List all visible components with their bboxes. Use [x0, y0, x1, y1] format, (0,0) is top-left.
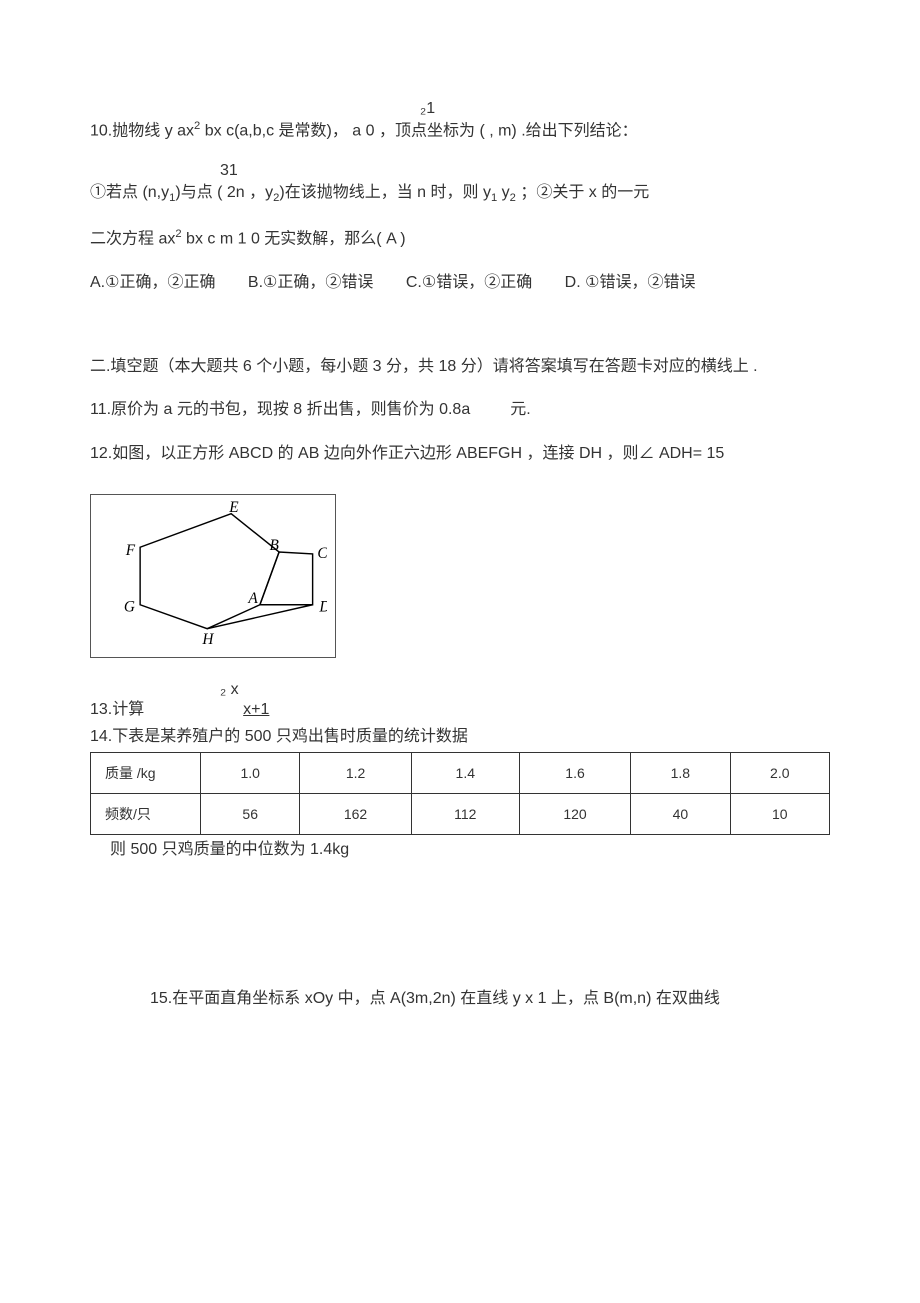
svg-text:H: H — [201, 631, 214, 648]
q10-option-c: C.①错误，②正确 — [406, 270, 532, 296]
q10-top-fragment: ₂1 — [420, 100, 435, 118]
table-cell: 112 — [411, 794, 519, 835]
q10-line1: 10.抛物线 y ax2 bx c(a,b,c 是常数)， a 0 ，顶点坐标为… — [90, 118, 830, 144]
q14-text: 14.下表是某养殖户的 500 只鸡出售时质量的统计数据 — [90, 726, 830, 748]
q11: 11.原价为 a 元的书包，现按 8 折出售，则售价为 0.8a 元. — [90, 397, 830, 423]
q10-option-b: B.①正确，②错误 — [248, 270, 373, 296]
svg-text:G: G — [124, 599, 135, 616]
table-cell: 56 — [201, 794, 300, 835]
q10-l2-m2: )在该抛物线上，当 n 时，则 y — [279, 184, 491, 201]
table-header-cell: 2.0 — [730, 753, 829, 794]
table-cell: 10 — [730, 794, 829, 835]
q10-l3-pre: 二次方程 ax — [90, 230, 175, 247]
table-cell: 40 — [631, 794, 730, 835]
q12-figure: E B C F A D G H — [90, 494, 336, 658]
q10-l2-m1: )与点 ( 2n ，y — [175, 184, 273, 201]
table-cell: 120 — [519, 794, 630, 835]
table-header-cell: 1.6 — [519, 753, 630, 794]
q10-line1-pre: 10.抛物线 y ax — [90, 122, 194, 139]
svg-text:A: A — [247, 590, 258, 607]
q10-mid-fragment: 31 — [220, 162, 238, 180]
q13-frag1: ₂ x — [220, 681, 239, 699]
table-cell: 162 — [300, 794, 411, 835]
table-header-cell: 1.0 — [201, 753, 300, 794]
q10-l2-pre: ①若点 (n,y — [90, 184, 169, 201]
svg-text:B: B — [270, 537, 280, 554]
q11-unit: 元. — [510, 401, 530, 418]
table-header-cell: 1.4 — [411, 753, 519, 794]
q13-label: 13.计算 — [90, 701, 144, 718]
svg-text:F: F — [125, 542, 136, 559]
svg-text:C: C — [317, 545, 327, 562]
q13: 13.计算 x+1 — [90, 699, 830, 721]
q14-table: 质量 /kg1.01.21.41.61.82.0 频数/只56162112120… — [90, 752, 830, 835]
section2-heading: 二.填空题（本大题共 6 个小题，每小题 3 分，共 18 分）请将答案填写在答… — [90, 354, 830, 380]
q10-option-a: A.①正确，②正确 — [90, 270, 215, 296]
table-cell: 频数/只 — [91, 794, 201, 835]
q10-line1-post: bx c(a,b,c 是常数)， a 0 ，顶点坐标为 ( , m) .给出下列… — [200, 122, 637, 139]
q15: 15.在平面直角坐标系 xOy 中，点 A(3m,2n) 在直线 y x 1 上… — [90, 986, 830, 1012]
table-header-cell: 质量 /kg — [91, 753, 201, 794]
q10-options: A.①正确，②正确 B.①正确，②错误 C.①错误，②正确 D. ①错误，②错误 — [90, 270, 830, 296]
q10-line3: 二次方程 ax2 bx c m 1 0 无实数解，那么( A ) — [90, 226, 830, 252]
svg-text:D: D — [318, 599, 327, 616]
q10-option-d: D. ①错误，②错误 — [565, 270, 696, 296]
table-header-cell: 1.8 — [631, 753, 730, 794]
svg-text:E: E — [228, 501, 239, 516]
table-header-cell: 1.2 — [300, 753, 411, 794]
q12: 12.如图，以正方形 ABCD 的 AB 边向外作正六边形 ABEFGH ，连接… — [90, 441, 830, 467]
q10-l2-post: ；②关于 x 的一元 — [516, 184, 649, 201]
q13-frag2: x+1 — [243, 701, 269, 718]
q10-line2: ①若点 (n,y1)与点 ( 2n ，y2)在该抛物线上，当 n 时，则 y1 … — [90, 180, 830, 208]
q14-footer: 则 500 只鸡质量的中位数为 1.4kg — [90, 839, 830, 861]
q10-l3-post: bx c m 1 0 无实数解，那么( A ) — [182, 230, 406, 247]
q10-l2-m3: y — [497, 184, 509, 201]
q11-text: 11.原价为 a 元的书包，现按 8 折出售，则售价为 0.8a — [90, 401, 470, 418]
